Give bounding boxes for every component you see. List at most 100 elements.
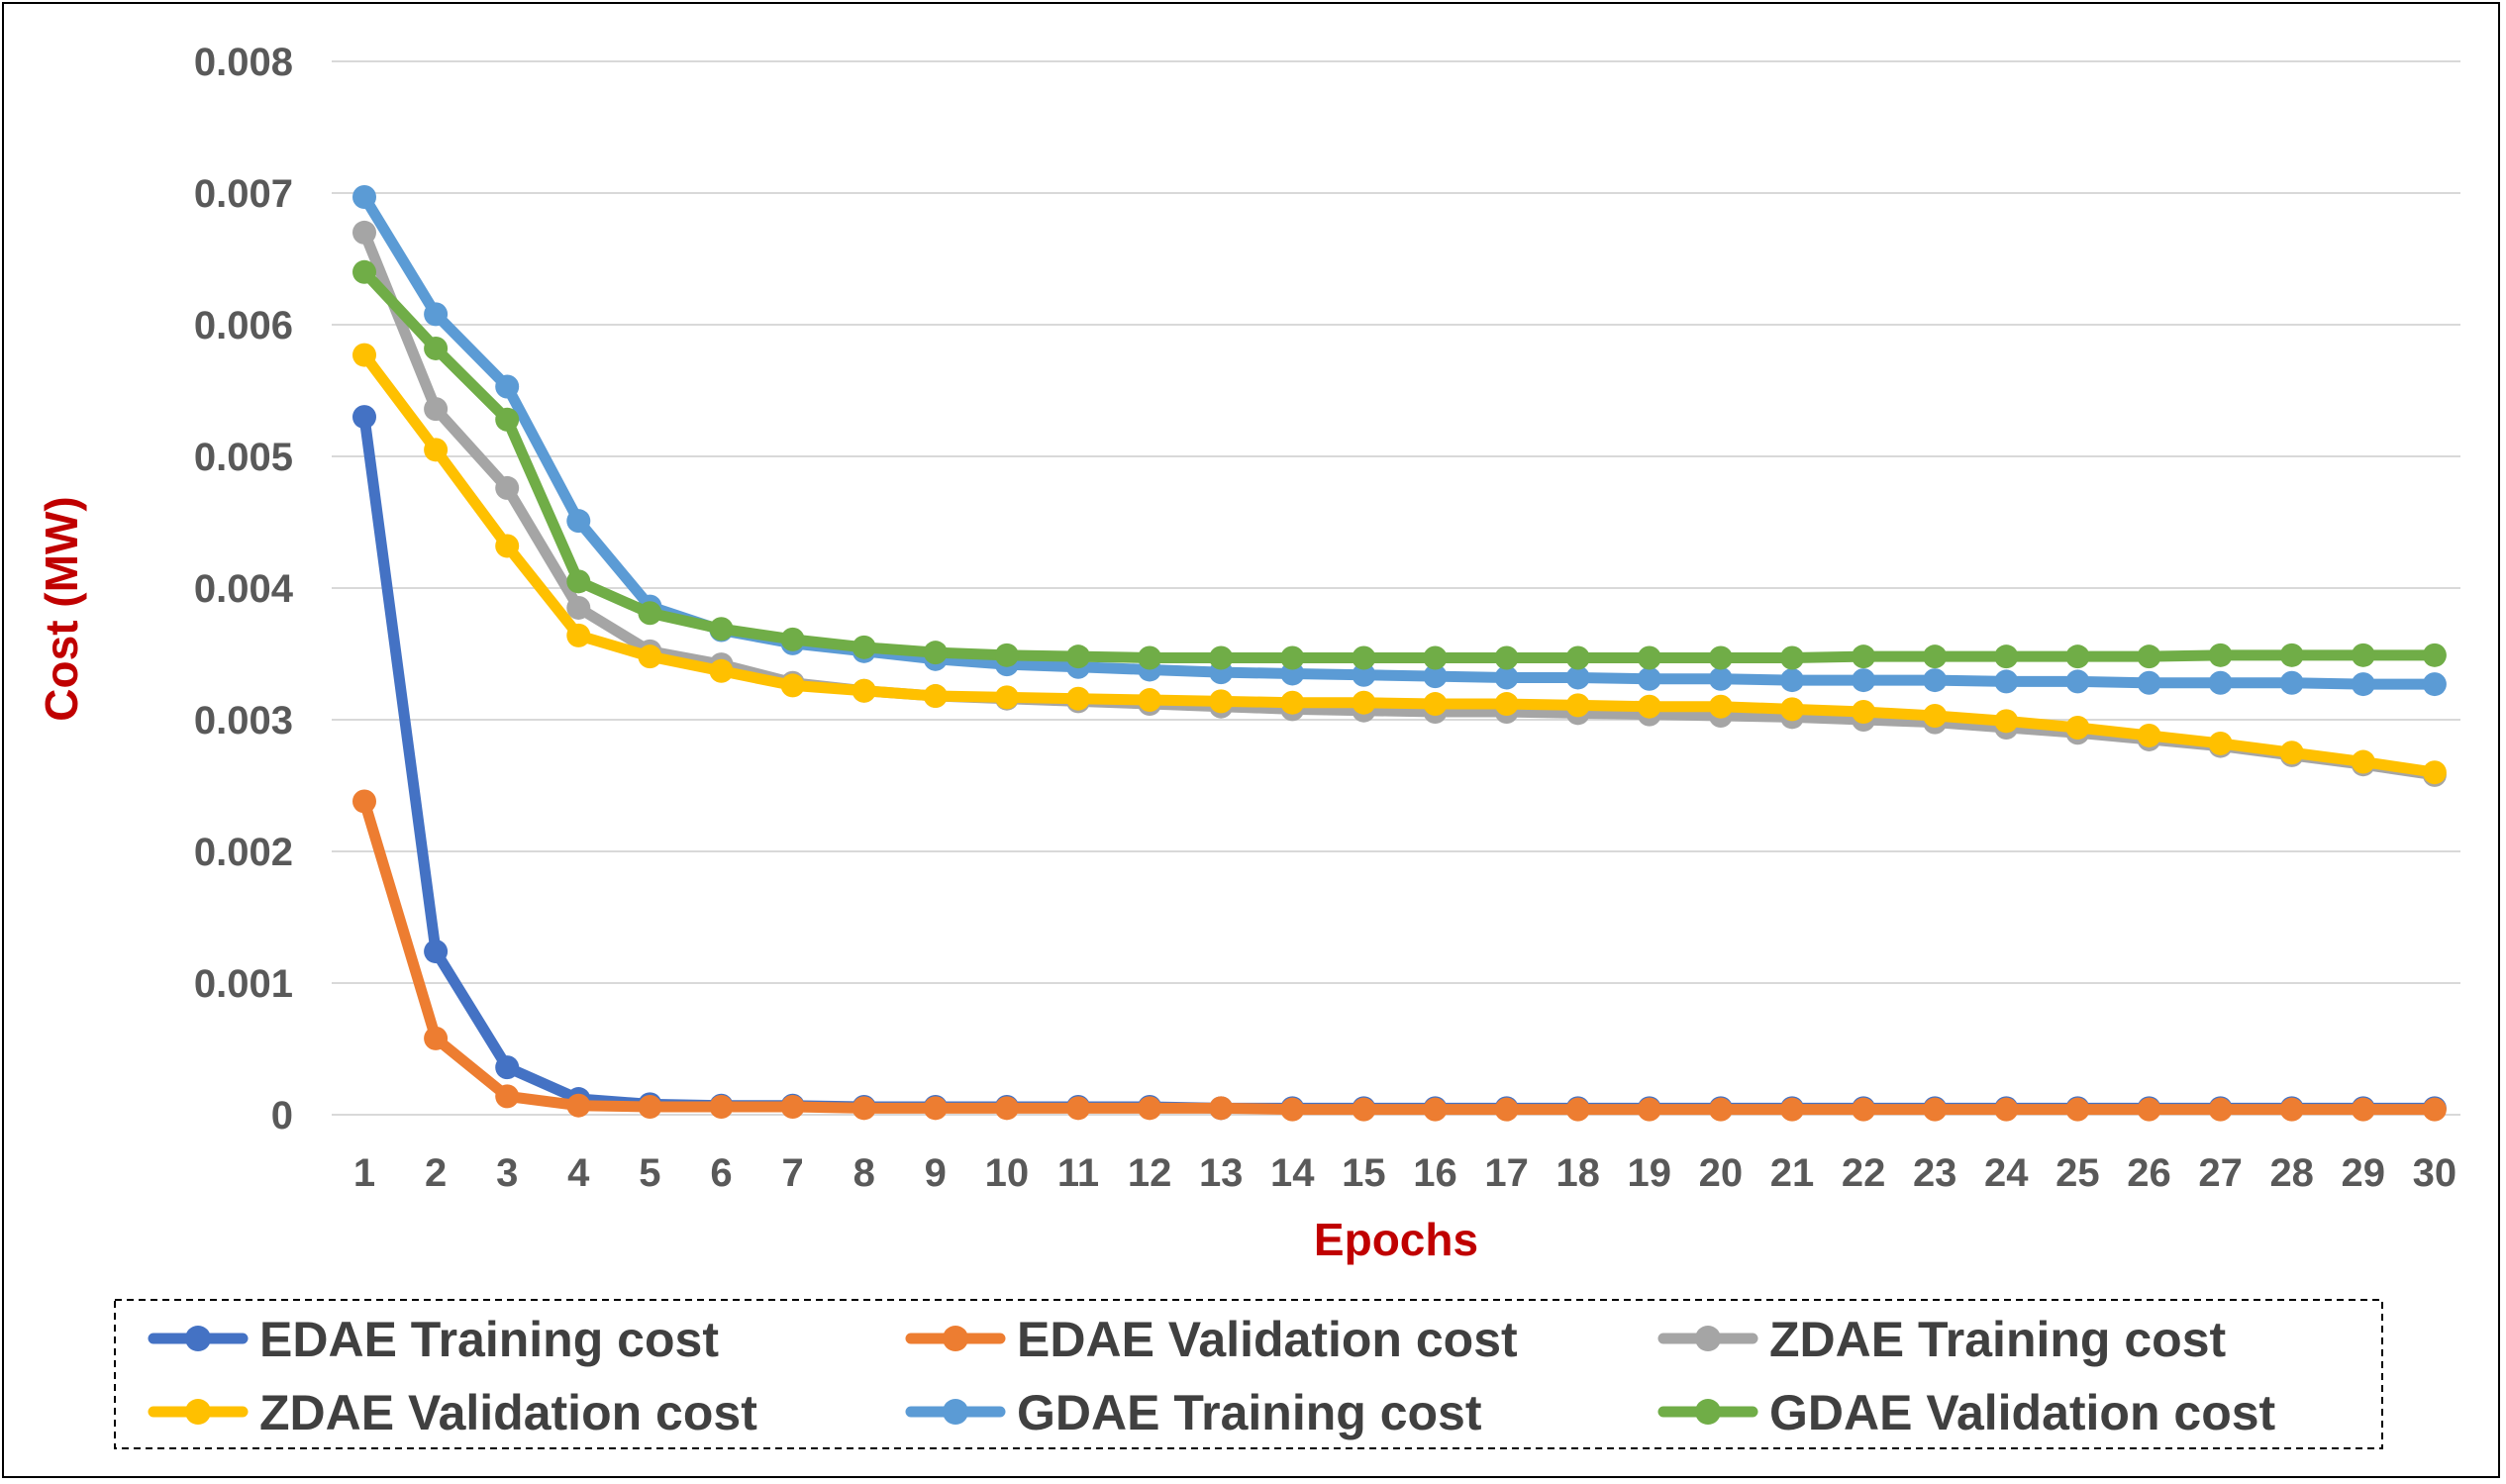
data-point [2422, 672, 2447, 697]
legend-label: ZDAE Validation cost [259, 1385, 757, 1440]
series-zdae-validation-cost [352, 343, 2447, 785]
legend-item: GDAE Training cost [905, 1385, 1482, 1440]
data-point [2351, 672, 2375, 697]
data-point [1565, 1097, 1590, 1122]
y-tick-label: 0.001 [194, 962, 293, 1006]
series-lines [352, 184, 2447, 1122]
legend-swatch-marker [185, 1326, 211, 1351]
data-point [1780, 645, 1804, 670]
y-tick-label: 0.008 [194, 41, 293, 84]
data-point [1280, 690, 1305, 715]
data-point [352, 259, 376, 284]
data-point [638, 644, 662, 669]
data-point [923, 684, 948, 709]
x-tick-label: 30 [2413, 1151, 2457, 1195]
data-point [2279, 1097, 2304, 1122]
x-tick-label: 1 [353, 1151, 375, 1195]
x-axis-title: Epochs [1314, 1214, 1478, 1265]
y-tick-label: 0 [271, 1094, 293, 1138]
x-tick-label: 3 [496, 1151, 518, 1195]
y-tick-label: 0.004 [194, 567, 294, 611]
legend-item: GDAE Validation cost [1657, 1385, 2276, 1440]
x-tick-label: 29 [2342, 1151, 2386, 1195]
data-point [1637, 666, 1661, 691]
data-point [2279, 643, 2304, 667]
data-point [1923, 668, 1948, 693]
data-point [852, 635, 876, 659]
data-point [1852, 700, 1876, 725]
x-tick-label: 21 [1770, 1151, 1815, 1195]
data-point [495, 374, 520, 399]
data-point [566, 1093, 591, 1118]
data-point [2065, 715, 2090, 740]
y-tick-label: 0.006 [194, 304, 293, 347]
legend-item: ZDAE Validation cost [148, 1385, 757, 1440]
x-tick-label: 8 [853, 1151, 875, 1195]
data-point [2351, 1097, 2375, 1122]
data-point [1780, 1097, 1804, 1122]
data-point [638, 1095, 662, 1120]
data-point [780, 1095, 805, 1120]
data-point [2065, 1097, 2090, 1122]
data-point [1852, 1097, 1876, 1122]
x-tick-label: 12 [1128, 1151, 1172, 1195]
legend-swatch-marker [943, 1326, 968, 1351]
data-point [923, 1096, 948, 1121]
x-tick-label: 11 [1057, 1151, 1099, 1195]
x-tick-label: 28 [2269, 1151, 2314, 1195]
legend: EDAE Training cost EDAE Validation cost ZD… [148, 1312, 2276, 1440]
data-point [2279, 670, 2304, 695]
data-point [1209, 1096, 1234, 1121]
data-point [352, 405, 376, 430]
x-tick-label: 20 [1699, 1151, 1744, 1195]
data-point [2422, 760, 2447, 785]
data-point [1494, 1097, 1519, 1122]
series-edae-validation-cost [352, 789, 2447, 1122]
data-point [1708, 1097, 1733, 1122]
data-point [424, 1026, 449, 1050]
x-axis-tick-labels: 1 2 3 4 5 6 7 8 9 10 11 12 13 14 15 16 17 18 19 20 21 22 23 24 2… [353, 1151, 2456, 1195]
data-point [495, 475, 520, 500]
data-point [2137, 723, 2161, 747]
data-point [2137, 670, 2161, 695]
data-point [1494, 692, 1519, 717]
data-point [1423, 1097, 1448, 1122]
data-point [1780, 697, 1804, 722]
data-point [1708, 645, 1733, 670]
data-point [352, 789, 376, 814]
x-tick-label: 10 [985, 1151, 1030, 1195]
data-point [1352, 662, 1376, 687]
data-point [2422, 643, 2447, 667]
series-gdae-validation-cost [352, 259, 2447, 670]
legend-label: EDAE Validation cost [1017, 1312, 1518, 1367]
data-point [566, 569, 591, 594]
series-line [358, 227, 2441, 781]
data-point [1066, 686, 1090, 711]
data-point [495, 1055, 520, 1080]
data-point [780, 673, 805, 698]
data-point [2351, 643, 2375, 667]
data-point [923, 641, 948, 665]
legend-item: EDAE Validation cost [905, 1312, 1518, 1367]
data-point [1708, 694, 1733, 719]
data-point [424, 397, 449, 422]
data-point [1565, 693, 1590, 718]
data-point [994, 685, 1019, 710]
data-point [2208, 1097, 2233, 1122]
y-tick-label: 0.002 [194, 831, 293, 874]
series-edae-training-cost [352, 405, 2447, 1121]
data-point [2351, 749, 2375, 774]
data-point [1708, 666, 1733, 691]
data-point [2137, 1097, 2161, 1122]
y-axis-title: Cost (MW) [36, 496, 87, 721]
data-point [1066, 1096, 1090, 1121]
data-point [709, 617, 734, 642]
data-point [424, 302, 449, 327]
x-tick-label: 18 [1555, 1151, 1600, 1195]
data-point [1565, 665, 1590, 690]
data-point [1994, 644, 2019, 669]
data-point [1280, 1097, 1305, 1122]
series-line [358, 795, 2441, 1116]
series-line [358, 191, 2441, 690]
